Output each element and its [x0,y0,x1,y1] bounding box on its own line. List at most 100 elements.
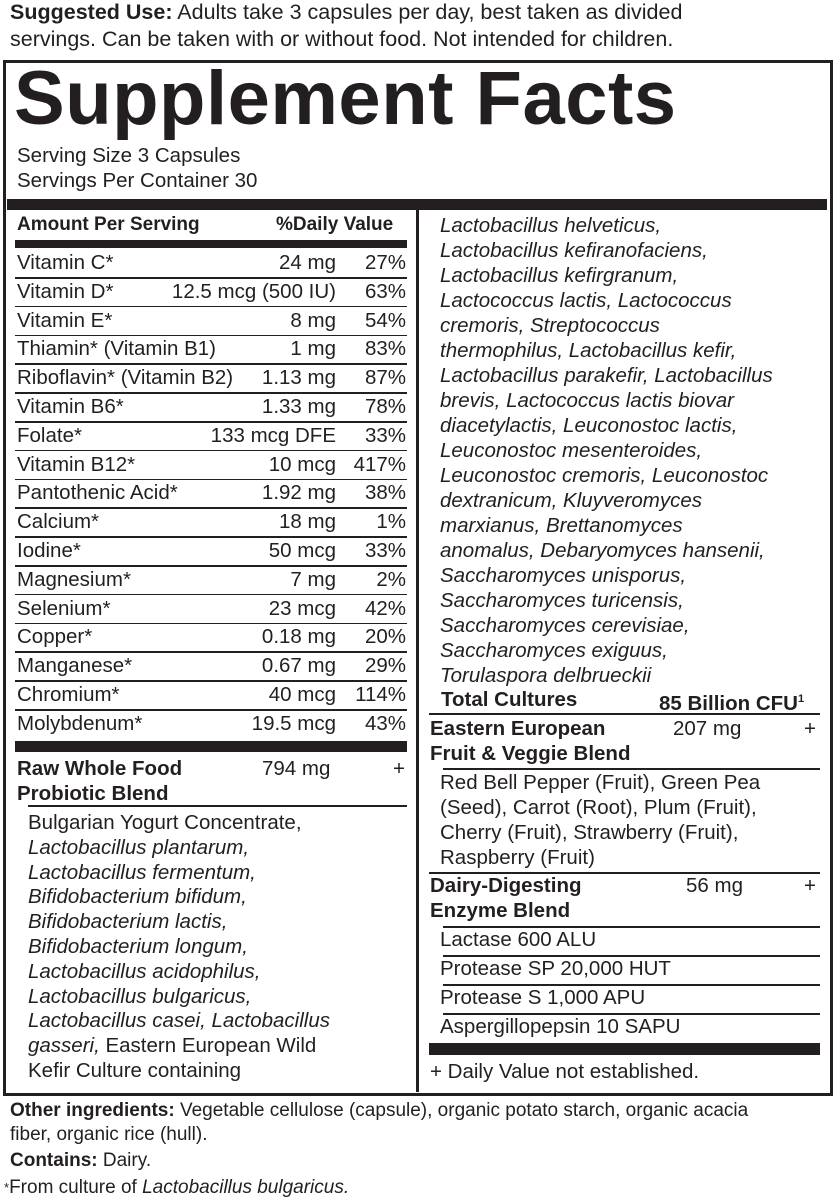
nutrient-row: Vitamin B12* 10 mcg 417% [17,451,406,479]
divider [15,622,407,625]
nutrient-amount: 1.13 mg [261,366,336,390]
footnote-italic: Lactobacillus bulgaricus. [142,1177,350,1198]
divider-thick [7,199,827,210]
nutrient-name: Vitamin B12* [17,452,136,476]
divider [15,334,407,337]
ingredient-line: Bifidobacterium longum, [28,934,248,959]
total-cultures-amount: 85 Billion CFU [659,691,798,715]
ingredient-line: Lactobacillus plantarum, [28,835,249,860]
nutrient-daily-value: 33% [364,539,406,562]
nutrient-row: Selenium* 23 mcg 42% [17,595,406,623]
divider [429,872,820,874]
nutrient-row: Manganese* 0.67 mg 29% [17,652,406,680]
divider [15,449,407,452]
nutrient-daily-value: 417% [353,452,406,476]
nutrient-amount: 12.5 mcg (500 IU) [171,279,336,303]
ingredient-line: Lactobacillus casei, Lactobacillus [28,1008,330,1033]
nutrient-name: Pantothenic Acid* [17,481,178,505]
total-cultures-value: 85 Billion CFU1 [659,687,804,716]
nutrient-daily-value: 114% [355,683,406,706]
culture-line: brevis, Lactococcus lactis biovar [440,389,734,412]
servings-per-container: Servings Per Container 30 [17,169,258,192]
other-ingredients-line2: fiber, organic rice (hull). [10,1124,208,1145]
nutrient-daily-value: 20% [364,625,406,649]
other-ingredients: Other ingredients: Vegetable cellulose (… [10,1098,748,1123]
nutrient-daily-value: 27% [364,251,406,274]
nutrient-row: Vitamin C* 24 mg 27% [17,249,406,277]
divider [15,651,407,653]
probiotic-blend-name: Raw Whole Food [17,757,183,780]
culture-line: Saccharomyces unisporus, [440,564,687,587]
ingredient-line: Bulgarian Yogurt Concentrate, [28,810,302,835]
culture-line: Lactobacillus kefirgranum, [440,264,679,287]
nutrient-row: Vitamin E* 8 mg 54% [17,307,406,335]
daily-value-header: %Daily Value [276,214,394,235]
culture-line: Saccharomyces exiguus, [440,639,668,662]
nutrient-amount: 133 mcg DFE [210,423,336,447]
nutrient-daily-value: 87% [364,366,406,390]
culture-line: Lactobacillus kefiranofaciens, [440,239,708,262]
nutrient-amount: 19.5 mcg [251,711,336,735]
nutrient-name: Vitamin C* [17,251,114,274]
nutrient-amount: 50 mcg [268,539,336,562]
nutrient-name: Iodine* [17,539,81,562]
ingredient-line: Bifidobacterium bifidum, [28,884,247,909]
nutrient-daily-value: 38% [364,481,406,505]
ingredient-text: Bifidobacterium bifidum, [28,885,247,909]
nutrient-row: Pantothenic Acid* 1.92 mg 38% [17,479,406,507]
nutrient-amount: 18 mg [279,510,336,534]
divider [15,305,407,308]
ingredient-line: Lactobacillus acidophilus, [28,959,260,984]
nutrient-amount: 1.33 mg [261,395,336,418]
divider [15,565,407,567]
divider [429,713,820,715]
nutrient-amount: 10 mcg [268,452,336,476]
culture-line: Leuconostoc mesenteroides, [440,439,703,462]
culture-line: Lactobacillus helveticus, [440,214,662,237]
ingredient-text: Eastern European Wild [99,1034,317,1058]
nutrient-daily-value: 63% [364,279,406,303]
culture-line: Lactococcus lactis, Lactococcus [440,289,732,312]
divider [443,1013,820,1015]
nutrient-name: Copper* [17,625,93,649]
nutrient-name: Molybdenum* [17,711,143,735]
nutrient-name: Chromium* [17,683,120,706]
ingredient-text: Bifidobacterium lactis, [28,910,228,934]
divider [15,680,407,682]
enzyme-blend-amount: 56 mg [686,874,743,897]
column-divider [416,210,419,1092]
footnote-text: From culture of [9,1177,143,1198]
fruit-line: Raspberry (Fruit) [440,846,595,869]
divider [15,277,407,279]
ingredient-line: Lactobacillus fermentum, [28,860,256,885]
ingredient-text: Kefir Culture containing [28,1059,242,1082]
probiotic-blend-dv: + [393,757,405,780]
footnote-ref: 1 [797,693,805,705]
nutrient-row: Vitamin D* 12.5 mcg (500 IU) 63% [17,278,406,306]
nutrient-amount: 24 mg [279,251,336,274]
enzyme-item: Aspergillopepsin 10 SAPU [440,1015,681,1038]
culture-line: anomalus, Debaryomyces hansenii, [440,539,765,562]
ingredient-line: Kefir Culture containing [28,1058,241,1083]
amount-per-serving-header: Amount Per Serving [17,214,200,235]
fruit-blend-name: Eastern European [430,717,606,740]
culture-line: Torulaspora delbrueckii [440,664,652,687]
divider-thick [15,240,407,248]
contains: Contains: Dairy. [10,1148,151,1173]
nutrient-daily-value: 78% [364,395,406,418]
nutrient-name: Thiamin* (Vitamin B1) [17,337,216,361]
culture-line: diacetylactis, Leuconostoc lactis, [440,414,738,437]
nutrient-name: Calcium* [17,510,100,534]
divider [15,593,407,596]
enzyme-item: Protease SP 20,000 HUT [440,957,671,980]
nutrient-row: Iodine* 50 mcg 33% [17,537,406,565]
nutrient-daily-value: 83% [364,337,406,361]
enzyme-blend-name: Dairy-Digesting [430,874,582,897]
enzyme-item: Protease S 1,000 APU [440,986,646,1009]
suggested-use-line2: servings. Can be taken with or without f… [10,27,674,51]
divider [15,421,407,423]
ingredient-text: Lactobacillus bulgaricus, [28,984,252,1008]
contains-value: Dairy. [97,1150,152,1171]
nutrient-daily-value: 29% [364,654,406,678]
other-ingredients-label: Other ingredients: [10,1100,175,1121]
